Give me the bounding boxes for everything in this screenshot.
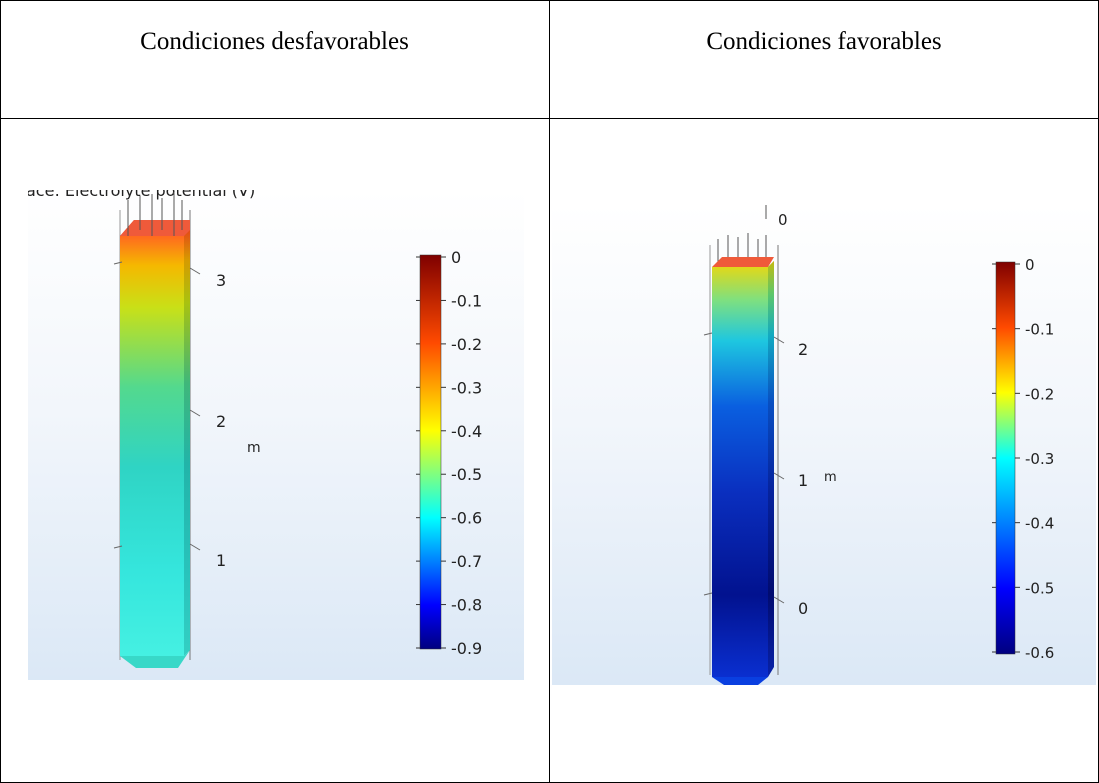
right-colorbar: [995, 261, 1016, 655]
table-border-left: [0, 0, 1, 783]
left-colorbar-tick-label: -0.3: [451, 378, 482, 397]
right-axis-tick-0: 0: [798, 599, 808, 618]
left-colorbar-tick-label: -0.6: [451, 509, 482, 528]
right-colorbar-tick-label: -0.6: [1025, 644, 1054, 662]
right-colorbar-tick-label: -0.3: [1025, 450, 1054, 468]
left-colorbar-tick-label: -0.4: [451, 422, 482, 441]
table-column-divider: [549, 0, 550, 783]
right-axis-tick-2: 2: [798, 340, 808, 359]
left-colorbar-tick-label: -0.5: [451, 465, 482, 484]
column-header-favorable: Condiciones favorables: [706, 28, 942, 55]
column-header-unfavorable: Condiciones desfavorables: [140, 28, 409, 55]
right-colorbar-tick-label: -0.4: [1025, 515, 1054, 533]
left-axis-tick-2: 2: [216, 412, 226, 431]
right-colorbar-tick-label: -0.5: [1025, 579, 1054, 597]
right-simulation-image: 0 2 1 0 m: [552, 205, 1096, 685]
left-axis-tick-3: 3: [216, 271, 226, 290]
left-colorbar-tick-label: -0.7: [451, 552, 482, 571]
right-colorbar-tick-label: -0.1: [1025, 321, 1054, 339]
left-colorbar-tick-label: -0.1: [451, 291, 482, 310]
right-axis-unit: m: [824, 470, 837, 485]
left-colorbar-tick-label: -0.2: [451, 335, 482, 354]
right-colorbar-tick-label: 0: [1025, 256, 1035, 274]
left-colorbar-tick-label: -0.8: [451, 596, 482, 615]
left-plot-svg: ace: Electrolyte potential (V) 3: [28, 190, 482, 668]
left-colorbar-tick-label: -0.9: [451, 639, 482, 658]
right-plot-svg: 0 2 1 0 m: [703, 205, 1054, 685]
right-colorbar-tick-label: -0.2: [1025, 385, 1054, 403]
left-simulation-image: ace: Electrolyte potential (V) 3: [28, 190, 524, 680]
left-axis-unit: m: [247, 440, 261, 456]
left-colorbar: [419, 254, 442, 650]
right-top-tick: 0: [778, 211, 788, 229]
left-axis-tick-1: 1: [216, 551, 226, 570]
right-axis-tick-1: 1: [798, 471, 808, 490]
left-colorbar-ticks: 0 -0.1 -0.2 -0.3 -0.4 -0.5 -0.6 -0.7 -0.8 -0.9: [416, 248, 482, 658]
left-colorbar-tick-label: 0: [451, 248, 461, 267]
left-plot-title: ace: Electrolyte potential (V): [28, 190, 255, 200]
right-colorbar-ticks: 0 -0.1 -0.2 -0.3 -0.4 -0.5 -0.6: [992, 256, 1054, 662]
